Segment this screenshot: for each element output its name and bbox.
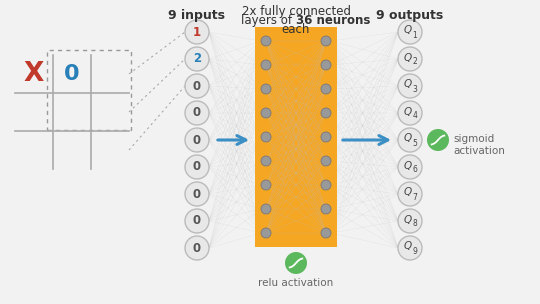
- Text: 0: 0: [193, 80, 201, 92]
- Text: each: each: [282, 23, 310, 36]
- Circle shape: [321, 108, 331, 118]
- Text: 0: 0: [64, 64, 80, 84]
- Text: Q: Q: [404, 106, 412, 116]
- Circle shape: [321, 228, 331, 238]
- Circle shape: [321, 156, 331, 166]
- Text: relu activation: relu activation: [258, 278, 334, 288]
- Text: Q: Q: [404, 80, 412, 89]
- Circle shape: [185, 182, 209, 206]
- Circle shape: [261, 84, 271, 94]
- Circle shape: [185, 128, 209, 152]
- Text: 0: 0: [193, 161, 201, 174]
- Text: 7: 7: [413, 192, 417, 202]
- Text: 2: 2: [413, 57, 417, 67]
- Text: 0: 0: [193, 133, 201, 147]
- Circle shape: [398, 74, 422, 98]
- Circle shape: [185, 155, 209, 179]
- Circle shape: [185, 209, 209, 233]
- Circle shape: [261, 204, 271, 214]
- Text: 0: 0: [193, 106, 201, 119]
- Circle shape: [261, 228, 271, 238]
- Text: 36 neurons: 36 neurons: [296, 14, 370, 27]
- Circle shape: [261, 132, 271, 142]
- Text: 9: 9: [413, 247, 417, 255]
- Circle shape: [321, 204, 331, 214]
- Text: 1: 1: [193, 26, 201, 39]
- Circle shape: [285, 252, 307, 274]
- Text: Q: Q: [404, 161, 412, 171]
- Circle shape: [398, 128, 422, 152]
- Circle shape: [398, 20, 422, 44]
- Circle shape: [398, 155, 422, 179]
- Circle shape: [427, 129, 449, 151]
- Circle shape: [261, 180, 271, 190]
- Text: Q: Q: [404, 215, 412, 224]
- Text: 9 outputs: 9 outputs: [376, 9, 444, 22]
- Circle shape: [398, 47, 422, 71]
- Text: Q: Q: [404, 53, 412, 63]
- Text: Q: Q: [404, 26, 412, 36]
- Text: sigmoid
activation: sigmoid activation: [453, 134, 505, 156]
- Circle shape: [261, 60, 271, 70]
- Circle shape: [398, 236, 422, 260]
- Circle shape: [398, 209, 422, 233]
- Text: 2: 2: [193, 53, 201, 65]
- Text: 0: 0: [193, 215, 201, 227]
- Circle shape: [321, 36, 331, 46]
- Text: Q: Q: [404, 188, 412, 198]
- Text: 8: 8: [413, 219, 417, 229]
- Text: 6: 6: [413, 165, 417, 174]
- Bar: [48, 50, 131, 130]
- Circle shape: [261, 156, 271, 166]
- Text: 4: 4: [413, 112, 417, 120]
- Circle shape: [261, 108, 271, 118]
- Text: X: X: [24, 61, 44, 87]
- Circle shape: [185, 47, 209, 71]
- Circle shape: [261, 36, 271, 46]
- Text: Q: Q: [404, 241, 412, 251]
- Circle shape: [185, 101, 209, 125]
- Text: 3: 3: [413, 85, 417, 94]
- Text: Q: Q: [404, 133, 412, 143]
- Circle shape: [321, 180, 331, 190]
- Circle shape: [185, 236, 209, 260]
- Text: layers of: layers of: [241, 14, 296, 27]
- Text: 2x fully connected: 2x fully connected: [241, 5, 350, 18]
- Bar: [255, 27, 337, 247]
- Circle shape: [321, 60, 331, 70]
- Text: 5: 5: [413, 139, 417, 147]
- Text: 9 inputs: 9 inputs: [168, 9, 226, 22]
- Circle shape: [321, 132, 331, 142]
- Text: 0: 0: [193, 188, 201, 201]
- Circle shape: [398, 101, 422, 125]
- Circle shape: [185, 20, 209, 44]
- Circle shape: [398, 182, 422, 206]
- Text: 1: 1: [413, 30, 417, 40]
- Circle shape: [321, 84, 331, 94]
- Circle shape: [185, 74, 209, 98]
- Text: 0: 0: [193, 241, 201, 254]
